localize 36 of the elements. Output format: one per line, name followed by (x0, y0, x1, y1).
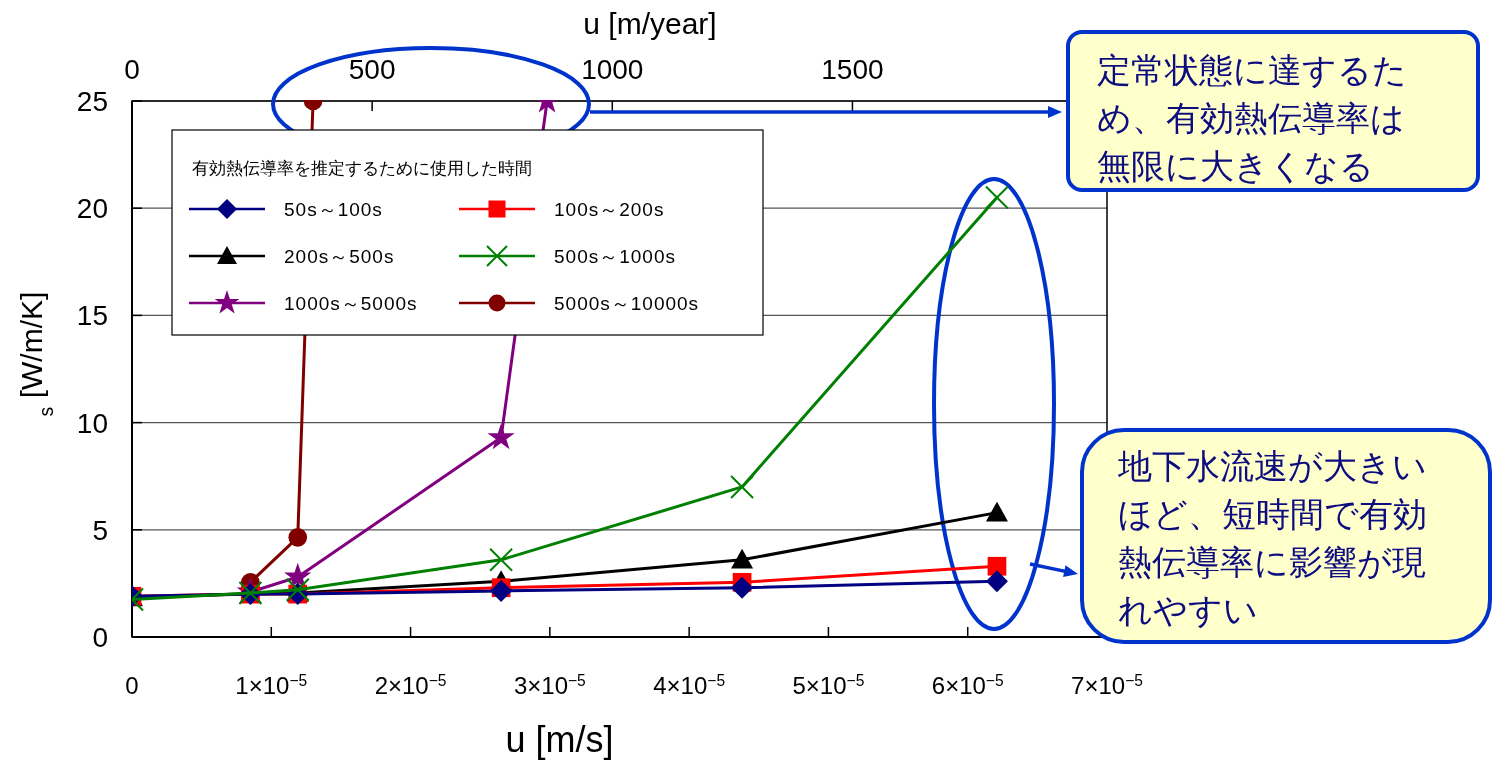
point (985, 501, 1008, 522)
x-tick-label: 0 (125, 672, 139, 699)
x-tick-label: 1×10$^{−5}$ (235, 671, 308, 699)
legend-label: 100s～200s (554, 199, 665, 220)
x-axis-title: u [m/s] (505, 719, 614, 760)
point (288, 527, 308, 547)
x2-tick-label: 500 (348, 54, 396, 85)
x2-tick-label: 0 (124, 54, 140, 85)
x-tick-label: 6×10$^{−5}$ (931, 671, 1004, 699)
x-tick-label: 4×10$^{−5}$ (653, 671, 726, 699)
y-tick-label: 15 (76, 300, 108, 332)
legend-label: 5000s～10000s (554, 293, 700, 314)
x2-axis-title: u [m/year] (583, 7, 717, 40)
point (731, 548, 754, 569)
x-tick-label: 7×10$^{−5}$ (1071, 671, 1144, 699)
point (730, 474, 755, 499)
legend-label: 1000s～5000s (284, 293, 418, 314)
y-tick-label: 5 (92, 514, 108, 546)
annotation: 定常状態に達するため、有効熱伝導率は無限に大きくなる (1097, 51, 1407, 185)
x-tick-label: 5×10$^{−5}$ (792, 671, 865, 699)
point (731, 576, 754, 599)
legend-label: 200s～500s (284, 246, 395, 267)
legend-label: 500s～1000s (554, 246, 676, 267)
legend-title: 有効熱伝導率を推定するために使用した時間 (192, 159, 532, 178)
y-tick-label: 25 (76, 86, 108, 117)
point (489, 547, 514, 572)
x2-tick-label: 1500 (821, 54, 884, 85)
x-tick-label: 3×10$^{−5}$ (513, 671, 587, 699)
point (985, 570, 1008, 593)
y-tick-label: 10 (76, 407, 108, 439)
y-tick-label: 0 (92, 622, 108, 653)
x2-tick-label: 1000 (581, 54, 644, 85)
x-tick-label: 2×10$^{−5}$ (374, 671, 447, 699)
y-tick-label: 20 (76, 193, 108, 225)
legend-label: 50s～100s (284, 199, 383, 220)
point (285, 577, 310, 602)
